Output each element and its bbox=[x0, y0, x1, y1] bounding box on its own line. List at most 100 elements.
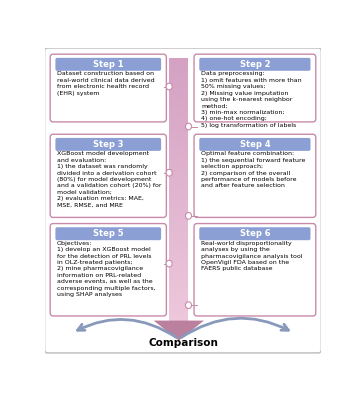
Text: Step 6: Step 6 bbox=[240, 229, 270, 238]
Bar bbox=[169, 255, 188, 258]
Circle shape bbox=[166, 260, 172, 267]
Bar bbox=[169, 147, 188, 150]
Bar bbox=[169, 68, 188, 72]
Bar bbox=[169, 317, 188, 320]
FancyBboxPatch shape bbox=[199, 58, 311, 71]
Text: Step 3: Step 3 bbox=[93, 140, 124, 149]
Bar bbox=[169, 212, 188, 216]
Bar bbox=[169, 98, 188, 101]
Bar bbox=[169, 124, 188, 128]
Bar bbox=[169, 166, 188, 170]
Bar bbox=[169, 304, 188, 308]
Bar bbox=[169, 232, 188, 236]
Bar bbox=[169, 281, 188, 284]
Bar bbox=[169, 258, 188, 262]
Bar bbox=[169, 291, 188, 294]
Bar bbox=[169, 216, 188, 219]
Bar bbox=[169, 58, 188, 62]
Bar bbox=[169, 75, 188, 78]
Bar bbox=[169, 150, 188, 154]
FancyBboxPatch shape bbox=[50, 134, 166, 218]
Bar bbox=[169, 271, 188, 275]
FancyArrowPatch shape bbox=[181, 318, 288, 338]
Bar bbox=[169, 94, 188, 98]
Bar bbox=[169, 163, 188, 167]
FancyBboxPatch shape bbox=[194, 54, 316, 122]
Bar bbox=[169, 104, 188, 108]
Bar bbox=[169, 137, 188, 140]
Polygon shape bbox=[154, 320, 204, 341]
Bar bbox=[169, 222, 188, 226]
Bar bbox=[169, 130, 188, 134]
Bar bbox=[169, 62, 188, 65]
FancyArrowPatch shape bbox=[77, 320, 176, 338]
Bar bbox=[169, 235, 188, 239]
Bar bbox=[169, 297, 188, 301]
Bar bbox=[169, 248, 188, 252]
Bar bbox=[169, 127, 188, 131]
Bar bbox=[169, 85, 188, 88]
Bar bbox=[169, 202, 188, 206]
Bar bbox=[169, 91, 188, 95]
Bar bbox=[169, 310, 188, 314]
Bar bbox=[169, 140, 188, 144]
Bar bbox=[169, 199, 188, 203]
FancyBboxPatch shape bbox=[199, 138, 311, 151]
Bar bbox=[169, 245, 188, 248]
Circle shape bbox=[166, 169, 172, 176]
Bar bbox=[169, 196, 188, 200]
Bar bbox=[169, 153, 188, 157]
Bar bbox=[169, 170, 188, 173]
Bar bbox=[169, 81, 188, 85]
Text: XGBoost model development
and evaluation:
1) the dataset was randomly
divided in: XGBoost model development and evaluation… bbox=[57, 152, 162, 208]
Circle shape bbox=[185, 212, 192, 219]
Bar bbox=[169, 134, 188, 137]
Bar bbox=[169, 206, 188, 209]
Bar bbox=[169, 65, 188, 68]
Bar bbox=[169, 278, 188, 281]
Bar bbox=[169, 72, 188, 75]
Bar bbox=[169, 252, 188, 255]
FancyBboxPatch shape bbox=[199, 227, 311, 240]
Bar bbox=[169, 180, 188, 183]
FancyBboxPatch shape bbox=[55, 138, 161, 151]
Bar bbox=[169, 108, 188, 111]
Bar bbox=[169, 268, 188, 272]
Bar bbox=[169, 117, 188, 121]
Bar bbox=[169, 157, 188, 160]
FancyBboxPatch shape bbox=[55, 227, 161, 240]
Bar bbox=[169, 294, 188, 298]
Bar bbox=[169, 314, 188, 317]
FancyBboxPatch shape bbox=[50, 54, 166, 122]
Circle shape bbox=[185, 302, 192, 308]
Circle shape bbox=[166, 83, 172, 90]
FancyBboxPatch shape bbox=[194, 134, 316, 218]
Bar bbox=[169, 307, 188, 311]
Text: Step 5: Step 5 bbox=[93, 229, 124, 238]
Bar bbox=[169, 265, 188, 268]
FancyBboxPatch shape bbox=[55, 58, 161, 71]
Bar bbox=[169, 186, 188, 190]
Circle shape bbox=[185, 123, 192, 130]
Bar bbox=[169, 288, 188, 291]
Bar bbox=[169, 183, 188, 186]
Bar bbox=[169, 193, 188, 196]
Bar bbox=[169, 261, 188, 265]
Bar bbox=[169, 78, 188, 82]
Bar bbox=[169, 121, 188, 124]
Bar bbox=[169, 274, 188, 278]
FancyBboxPatch shape bbox=[194, 224, 316, 316]
Bar bbox=[169, 209, 188, 212]
FancyBboxPatch shape bbox=[45, 48, 321, 353]
Bar bbox=[169, 144, 188, 147]
Bar bbox=[169, 284, 188, 288]
Text: Step 2: Step 2 bbox=[240, 60, 270, 69]
Text: Data preprocessing:
1) omit features with more than
50% missing values;
2) Missi: Data preprocessing: 1) omit features wit… bbox=[201, 72, 302, 128]
Bar bbox=[169, 301, 188, 304]
Text: Comparison: Comparison bbox=[148, 338, 218, 348]
Text: Optimal feature combination:
1) the sequential forward feature
selection approac: Optimal feature combination: 1) the sequ… bbox=[201, 152, 305, 188]
Text: Real-world disproportionality
analyses by using the
pharmacovigilance analysis t: Real-world disproportionality analyses b… bbox=[201, 241, 302, 272]
Bar bbox=[169, 189, 188, 193]
Bar bbox=[169, 173, 188, 176]
Bar bbox=[169, 114, 188, 118]
